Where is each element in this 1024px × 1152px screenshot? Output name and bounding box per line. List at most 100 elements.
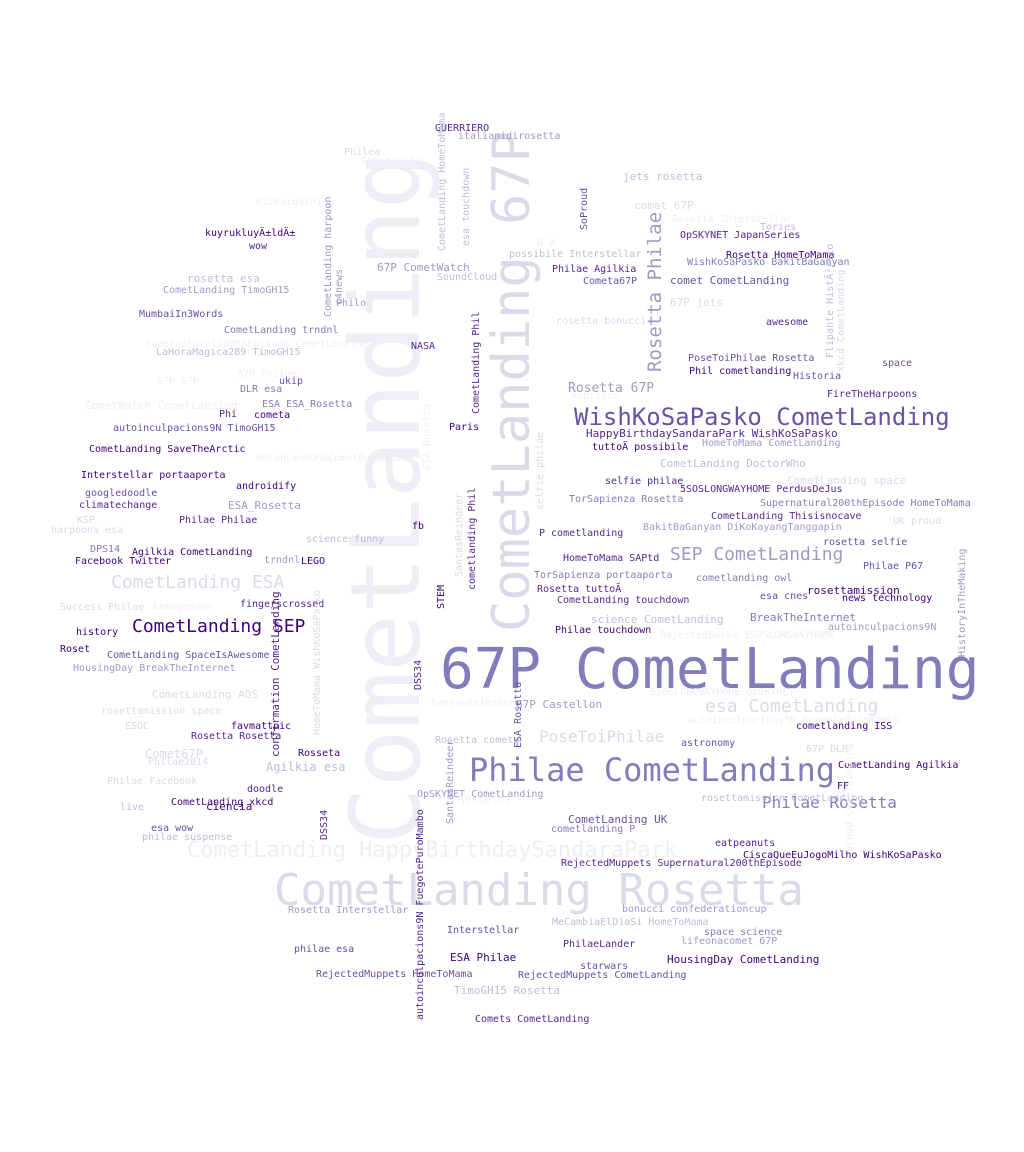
word-autoinculpacions9n-timogh15: autoinculpacions9N TimoGH15 <box>113 423 276 434</box>
word-science-funny: science funny <box>306 534 385 545</box>
word-rosetta-bonucci: rosetta bonucci <box>556 316 647 327</box>
word-possibile-interstellar: possibile Interstellar <box>509 249 642 260</box>
word-androidify: androidify <box>236 481 297 492</box>
word-fingerscrossed: fingerscrossed <box>240 599 325 610</box>
word-housingday-breaktheinternet: HousingDay BreakTheInternet <box>73 663 236 674</box>
word-cometlanding-esa: CometLanding ESA <box>111 572 285 593</box>
word-bonucci-confederationcup: MeCambiaElDiaSi HomeToMama <box>552 917 709 928</box>
word-rosetta-philae: Rosetta Philae <box>644 211 666 372</box>
word-cometlanding-owl: cometlanding owl <box>696 573 793 584</box>
word-housingday-cometlanding: starwars <box>580 961 629 972</box>
word-cometlanding-sep: CometLanding SEP <box>132 616 306 637</box>
word-cometlanding-hometomama: c4news <box>334 268 345 305</box>
word-interstellar-portaaporta: Interstellar portaaporta <box>81 470 226 481</box>
word-ukip: ukip <box>279 376 304 387</box>
word-philae-p67: Philae P67 <box>863 561 924 572</box>
word-comet67p: Rosseta <box>298 748 341 759</box>
word-torsapienza-rosetta: TorSapienza Rosetta <box>569 494 684 505</box>
word-posetoiphilae-rosetta: PoseToiPhilae Rosetta <box>688 353 815 364</box>
word-philo: proud CometLanding <box>844 743 855 852</box>
word-science-cometlanding: science CometLanding <box>591 613 724 626</box>
word-jets-rosetta: jets rosetta <box>623 170 703 183</box>
word-paris: Paris <box>449 422 480 433</box>
word-historia: Historia <box>793 371 842 382</box>
word-wishkosapasko-cometlanding: WishKoSaPasko CometLanding <box>574 403 950 431</box>
word-climatechange: climatechange <box>79 500 158 511</box>
word-breaktheinternet: BreakTheInternet <box>750 611 856 624</box>
word-lego: LEGO <box>301 556 326 567</box>
word-ciscaqueeujogomilho: RejectedMuppets Supernatural200thEpisode <box>561 858 802 869</box>
word-uk-proud: UK proud <box>893 516 942 527</box>
word-67p-castellon: ESOC <box>125 721 150 732</box>
word-italianidirosetta: italianidirosetta <box>458 131 561 142</box>
word-cometlanding-rosetta: CometLanding Rosetta <box>274 865 804 916</box>
word-67p-dlr: Philae2014 <box>148 757 209 768</box>
word-posetoiphilae: PoseToiPhilae <box>539 727 665 746</box>
word-sep-cometlanding: SEP CometLanding <box>670 544 844 565</box>
word-phil-cometlanding: Phil cometlanding <box>689 366 792 377</box>
word-guerriero: GUERRIERO <box>435 123 490 134</box>
word-santasreindeer: autoinculpacions9N FuegotePuroMambo <box>415 809 426 1020</box>
word-happybirthdaysandarapark-wishkosapasko: HappyBirthdaySandaraPark WishKoSaPasko <box>586 427 838 440</box>
word-cometa: cometa <box>254 410 291 421</box>
word-esa-rosetta-underscore: ESA_Rosetta <box>228 499 301 512</box>
word-cometlanding: CometLanding <box>330 151 442 845</box>
word-cometlanding-trndnl: CometLanding trndnl <box>224 325 339 336</box>
word-rosetta-esa: rosetta esa <box>187 272 260 285</box>
word-philae-agilkia: Philae Agilkia <box>552 264 637 275</box>
word-rosetta-67p: Rosetta 67P <box>568 381 655 396</box>
word-dss34: ESA Rosetta <box>513 681 524 748</box>
word-cometlanding-xkcd: ciencia <box>206 800 253 813</box>
word-esa-rosetta-vertical: SantasReindeer <box>445 739 456 824</box>
word-history: history <box>76 627 119 638</box>
word-fb: fb <box>412 521 425 532</box>
word-opskynet-japanseries: OpSKYNET JapanSeries <box>680 230 801 241</box>
word-interstellar: space science <box>704 927 783 938</box>
word-cometlanding-thisisnocave: CometLanding Thisisnocave <box>711 511 862 522</box>
word-rosetta-cometa: astronomy <box>681 738 736 749</box>
word-selfie-philae: ESA Rosetta <box>422 403 433 470</box>
word-soundcloud: SoundCloud <box>437 272 498 283</box>
word-cometlanding-doctorwho: CometLanding DoctorWho <box>660 457 806 470</box>
word-phi: Phi <box>219 409 238 420</box>
word-awesome: awesome <box>766 317 809 328</box>
word-hometomama-cometlanding: HomeToMama CometLanding <box>702 438 841 449</box>
word-c4news: esa touchdown <box>461 167 472 246</box>
word-live: CometLanding xkcd <box>171 797 274 808</box>
word-wishkosapasko-bakitbaganyan: WishKoSaPasko BakitBaGanyan <box>687 257 850 268</box>
word-doodle: FF <box>837 781 850 792</box>
word-esa-esa-rosetta: ESA ESA_Rosetta <box>262 399 353 410</box>
word-cometlanding-ph: Ø Ø <box>537 238 556 249</box>
word-rosetta-selfie: rosetta selfie <box>823 537 908 548</box>
word-5soslongwayhome-perdusdejus: 5SOSLONGWAYHOME PerdusDeJus <box>680 484 843 495</box>
word-supernatural-cometlanding: Supernatural200thEpisode CometLanding <box>145 339 368 350</box>
word-kuyrukluyildi: kuyrukluyÄ±ldÄ± <box>205 228 296 239</box>
word-success-philae: Success Philae <box>60 602 145 613</box>
word-lifeonacomet-67p: philae esa <box>294 944 355 955</box>
word-rejectedmuppets-hometomama: RejectedMuppets CometLanding <box>518 970 687 981</box>
word-googledoodle: googledoodle <box>85 488 158 499</box>
word-space-science: PhilaeLander <box>563 939 636 950</box>
word-mecambiaeldiasi-hometomama: Interstellar <box>447 925 520 936</box>
word-67p-cometlanding: 67P CometLanding <box>440 637 980 702</box>
word-space: space <box>882 358 913 369</box>
word-comets-cometlanding: CometLanding HomeToMama <box>437 112 448 251</box>
word-mumbaiin3words: MumbaiIn3Words <box>139 309 224 320</box>
word-cometwatch-cometlanding: CometWatch CometLanding <box>85 399 238 412</box>
word-tories: Tories <box>760 222 797 233</box>
word-rosetta-rosetta: cometlanding ISS <box>796 721 893 732</box>
word-esa-philae: HousingDay CometLanding <box>667 953 820 966</box>
word-dps14: DPS14 <box>90 544 121 555</box>
word-philae-esa: ESA Philae <box>450 951 517 964</box>
word-cometlanding-agilkia: Philae Facebook <box>107 776 198 787</box>
word-stem: DSS34 <box>319 809 330 840</box>
word-cometa67p: Cometa67P <box>583 276 638 287</box>
word-philae-suspense: cometlanding P <box>551 824 636 835</box>
word-comet-cometlanding: comet CometLanding <box>670 274 790 287</box>
word-rejectedbooks-5sos: RejectedBooks 5SOSLONGWAYHOME <box>660 630 835 641</box>
word-67p-jets: 67P jets <box>670 296 723 309</box>
word-67p-philae: 67P Philae <box>237 369 298 380</box>
word-esa-touchdown: SoProud <box>579 187 590 230</box>
word-facebook-twitter: Facebook Twitter <box>75 556 172 567</box>
word-philae-rosetta: Philae Rosetta <box>762 793 897 812</box>
